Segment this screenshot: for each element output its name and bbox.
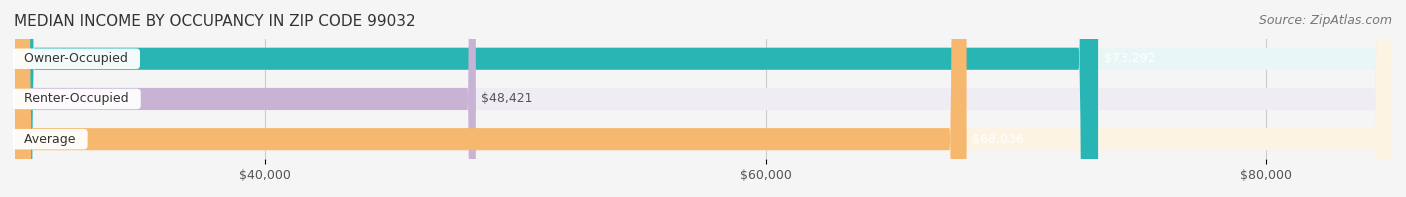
- FancyBboxPatch shape: [15, 0, 1391, 197]
- Text: $48,421: $48,421: [481, 92, 533, 105]
- FancyBboxPatch shape: [15, 0, 966, 197]
- FancyBboxPatch shape: [15, 0, 1098, 197]
- Text: Source: ZipAtlas.com: Source: ZipAtlas.com: [1258, 14, 1392, 27]
- FancyBboxPatch shape: [15, 0, 1391, 197]
- Text: $68,036: $68,036: [972, 133, 1024, 146]
- Text: MEDIAN INCOME BY OCCUPANCY IN ZIP CODE 99032: MEDIAN INCOME BY OCCUPANCY IN ZIP CODE 9…: [14, 14, 416, 29]
- Text: Renter-Occupied: Renter-Occupied: [17, 92, 136, 105]
- Text: Average: Average: [17, 133, 84, 146]
- FancyBboxPatch shape: [15, 0, 1391, 197]
- Text: $73,292: $73,292: [1104, 52, 1156, 65]
- FancyBboxPatch shape: [15, 0, 475, 197]
- Text: Owner-Occupied: Owner-Occupied: [17, 52, 136, 65]
